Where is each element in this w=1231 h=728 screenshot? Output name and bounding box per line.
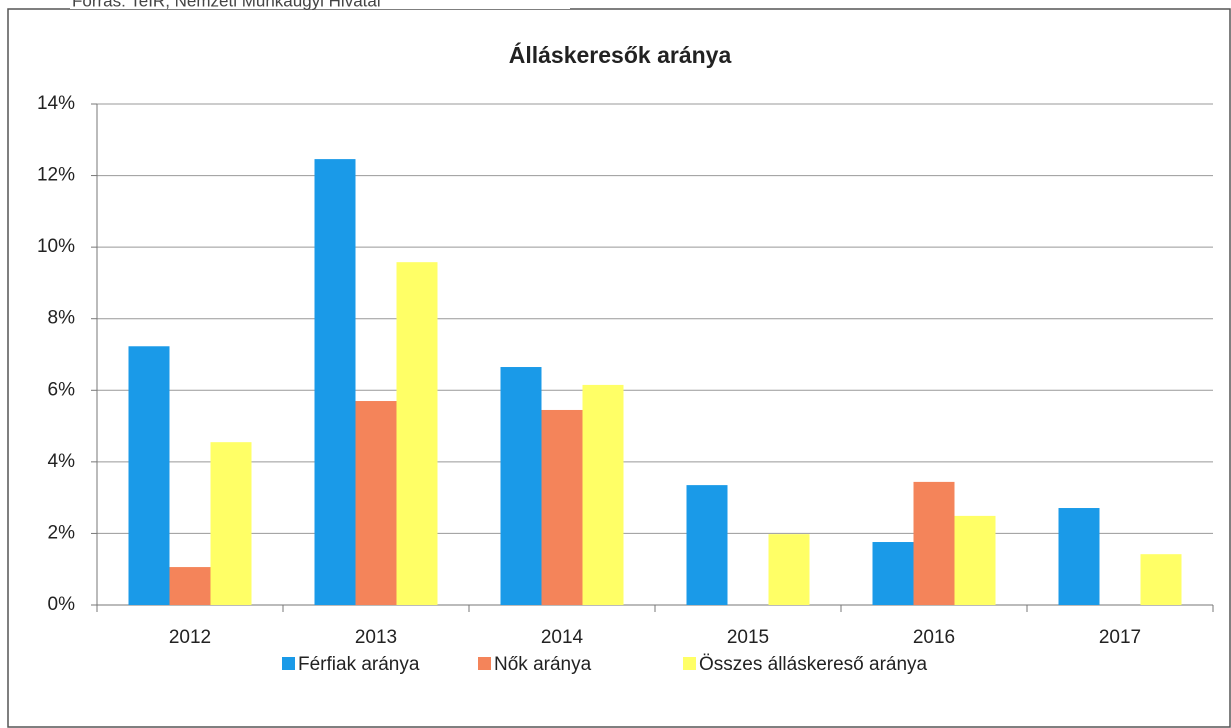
legend-label: Összes álláskereső aránya	[699, 654, 928, 675]
y-tick-label: 14%	[37, 93, 75, 114]
chart-frame	[7, 8, 1231, 728]
legend-swatch	[683, 657, 696, 670]
x-tick-label: 2017	[1099, 627, 1141, 648]
bar	[913, 481, 955, 605]
y-tick-label: 8%	[48, 308, 76, 329]
bar	[210, 442, 252, 605]
bar	[686, 485, 728, 605]
source: Forrás: TeIR, Nemzeti Munkaügyi Hivatal	[72, 0, 381, 10]
source-backdrop	[70, 0, 570, 9]
bar	[768, 534, 810, 605]
legend-swatch	[478, 657, 491, 670]
bar	[541, 409, 583, 605]
bar	[128, 346, 170, 605]
bar	[355, 401, 397, 605]
bar	[500, 367, 542, 605]
bar	[582, 384, 624, 605]
x-tick-label: 2014	[541, 627, 584, 648]
bar	[314, 159, 356, 606]
y-tick-label: 4%	[48, 451, 76, 472]
x-tick-label: 2012	[169, 627, 211, 648]
bar	[1058, 508, 1100, 605]
y-tick-label: 0%	[48, 594, 76, 615]
y-tick-label: 2%	[48, 522, 76, 543]
y-tick-label: 10%	[37, 236, 75, 257]
bar	[872, 542, 914, 605]
bar	[954, 515, 996, 605]
x-tick-label: 2015	[727, 627, 769, 648]
bar	[1140, 554, 1182, 605]
legend-swatch	[282, 657, 295, 670]
legend-label: Férfiak aránya	[298, 654, 420, 675]
bar	[396, 262, 438, 605]
y-tick-label: 6%	[48, 379, 76, 400]
chart-title: Álláskeresők aránya	[509, 41, 732, 68]
x-tick-label: 2016	[913, 627, 955, 648]
bar	[169, 567, 211, 605]
legend-label: Nők aránya	[494, 654, 592, 675]
y-tick-label: 12%	[37, 165, 75, 186]
x-tick-label: 2013	[355, 627, 397, 648]
